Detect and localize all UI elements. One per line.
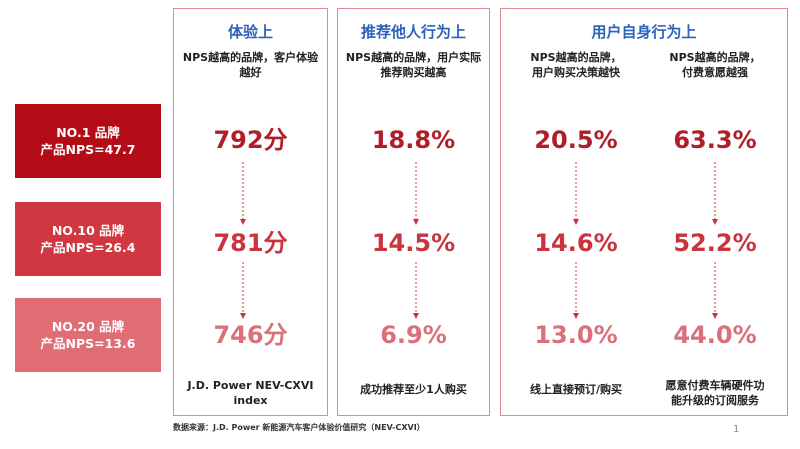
page-number: 1 (733, 424, 740, 435)
column-foot-willingness-to-pay: 愿意付费车辆硬件功 能升级的订阅服务 (645, 378, 785, 408)
panel-title-experience: 体验上 (227, 23, 273, 41)
column-foot-experience: J.D. Power NEV-CXVI index (178, 378, 323, 408)
value-willingness-to-pay-no1: 63.3% (673, 126, 757, 154)
value-purchase-speed-no10: 14.6% (534, 229, 618, 257)
value-recommend-no10: 14.5% (371, 229, 456, 257)
foot-line2: index (233, 394, 268, 407)
column-foot-recommend: 成功推荐至少1人购买 (340, 382, 487, 397)
rank-label-line1: NO.1 品牌 (56, 125, 120, 140)
foot-line1: 线上直接预订/购买 (529, 383, 623, 396)
desc-line2: 用户购买决策越快 (532, 66, 620, 79)
value-recommend-no1: 18.8% (371, 126, 456, 154)
value-willingness-to-pay-no20: 44.0% (673, 321, 757, 349)
value-experience-no10: 781分 (213, 229, 288, 257)
column-desc-purchase-speed: NPS越高的品牌， 用户购买决策越快 (508, 50, 644, 80)
value-experience-no1: 792分 (213, 126, 288, 154)
column-desc-recommend: NPS越高的品牌，用户实际 推荐购买越高 (340, 50, 487, 80)
rank-label-line2: 产品NPS=13.6 (40, 336, 136, 351)
panel-experience: 体验上 (173, 8, 328, 416)
desc-line2: 付费意愿越强 (682, 66, 748, 79)
rank-label-no20: NO.20 品牌 产品NPS=13.6 (15, 298, 161, 372)
column-desc-willingness-to-pay: NPS越高的品牌， 付费意愿越强 (645, 50, 785, 80)
value-recommend-no20: 6.9% (380, 321, 447, 349)
column-desc-experience: NPS越高的品牌，客户体验 越好 (178, 50, 323, 80)
value-purchase-speed-no1: 20.5% (534, 126, 618, 154)
desc-line1: NPS越高的品牌，客户体验 (182, 51, 319, 64)
foot-line1: J.D. Power NEV-CXVI (187, 379, 314, 392)
desc-line1: NPS越高的品牌， (669, 51, 761, 64)
rank-label-line2: 产品NPS=47.7 (40, 142, 136, 157)
rank-label-line1: NO.20 品牌 (51, 319, 125, 334)
value-experience-no20: 746分 (213, 321, 288, 349)
rank-label-line2: 产品NPS=26.4 (40, 240, 136, 255)
column-foot-purchase-speed: 线上直接预订/购买 (508, 382, 644, 397)
rank-label-no1: NO.1 品牌 产品NPS=47.7 (15, 104, 161, 178)
value-willingness-to-pay-no10: 52.2% (673, 229, 757, 257)
desc-line1: NPS越高的品牌，用户实际 (345, 51, 482, 64)
value-purchase-speed-no20: 13.0% (534, 321, 618, 349)
desc-line1: NPS越高的品牌， (530, 51, 622, 64)
foot-line2: 能升级的订阅服务 (671, 394, 759, 407)
desc-line2: 推荐购买越高 (380, 66, 447, 79)
rank-label-no10: NO.10 品牌 产品NPS=26.4 (15, 202, 161, 276)
panel-user-behavior: 用户自身行为上 (500, 8, 788, 416)
foot-line1: 成功推荐至少1人购买 (360, 383, 467, 396)
rank-label-line1: NO.10 品牌 (51, 223, 125, 238)
panel-title-recommend: 推荐他人行为上 (360, 23, 466, 41)
panel-recommend: 推荐他人行为上 (337, 8, 490, 416)
panel-title-user-behavior: 用户自身行为上 (591, 23, 697, 41)
data-source-note: 数据来源：J.D. Power 新能源汽车客户体验价值研究（NEV-CXVI） (173, 423, 425, 432)
foot-line1: 愿意付费车辆硬件功 (665, 379, 765, 392)
desc-line2: 越好 (239, 66, 262, 79)
